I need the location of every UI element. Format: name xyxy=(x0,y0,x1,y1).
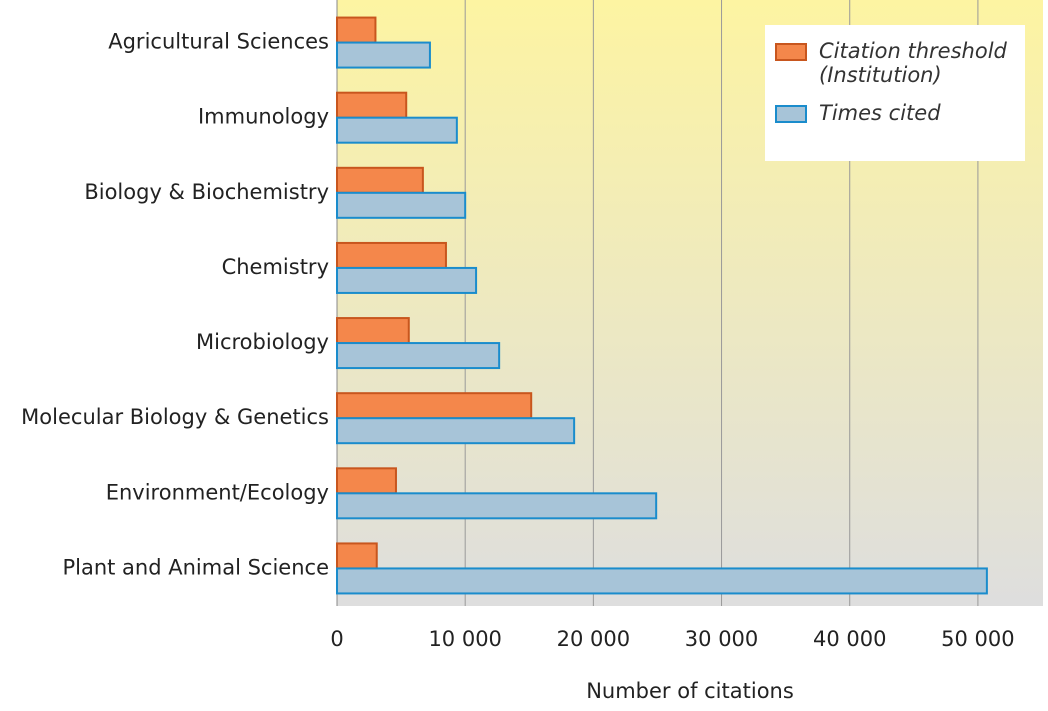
y-tick-label: Molecular Biology & Genetics xyxy=(21,405,329,429)
bar xyxy=(336,342,501,370)
legend-label: Citation threshold (Institution) xyxy=(819,39,1007,87)
legend-item: Times cited xyxy=(775,101,1015,125)
bar xyxy=(336,41,431,69)
x-axis-title: Number of citations xyxy=(586,679,794,703)
bar xyxy=(336,492,658,520)
bar xyxy=(336,467,397,495)
bar xyxy=(336,392,533,420)
bar xyxy=(336,241,447,269)
y-tick-label: Biology & Biochemistry xyxy=(84,180,329,204)
legend-item: Citation threshold (Institution) xyxy=(775,39,1015,87)
y-tick-label: Microbiology xyxy=(196,330,329,354)
bar xyxy=(336,567,988,595)
bar xyxy=(336,16,377,44)
legend: Citation threshold (Institution) Times ci… xyxy=(765,25,1025,161)
bar xyxy=(336,417,576,445)
bar xyxy=(336,266,478,294)
x-tick-label: 0 xyxy=(330,627,343,651)
bar xyxy=(336,542,378,570)
x-tick-label: 40 000 xyxy=(813,627,886,651)
x-tick-label: 20 000 xyxy=(557,627,630,651)
legend-swatch xyxy=(775,105,807,123)
x-tick-label: 30 000 xyxy=(685,627,758,651)
y-tick-label: Environment/Ecology xyxy=(106,480,329,504)
bar xyxy=(336,116,458,144)
bar xyxy=(336,91,408,119)
y-tick-label: Immunology xyxy=(198,105,329,129)
y-tick-label: Plant and Animal Science xyxy=(62,555,329,579)
y-tick-label: Agricultural Sciences xyxy=(108,30,329,54)
y-tick-label: Chemistry xyxy=(222,255,329,279)
legend-label: Times cited xyxy=(819,101,941,125)
bar xyxy=(336,317,410,345)
x-tick-label: 10 000 xyxy=(428,627,501,651)
bar xyxy=(336,191,467,219)
legend-swatch xyxy=(775,43,807,61)
x-tick-label: 50 000 xyxy=(941,627,1014,651)
bar xyxy=(336,166,424,194)
